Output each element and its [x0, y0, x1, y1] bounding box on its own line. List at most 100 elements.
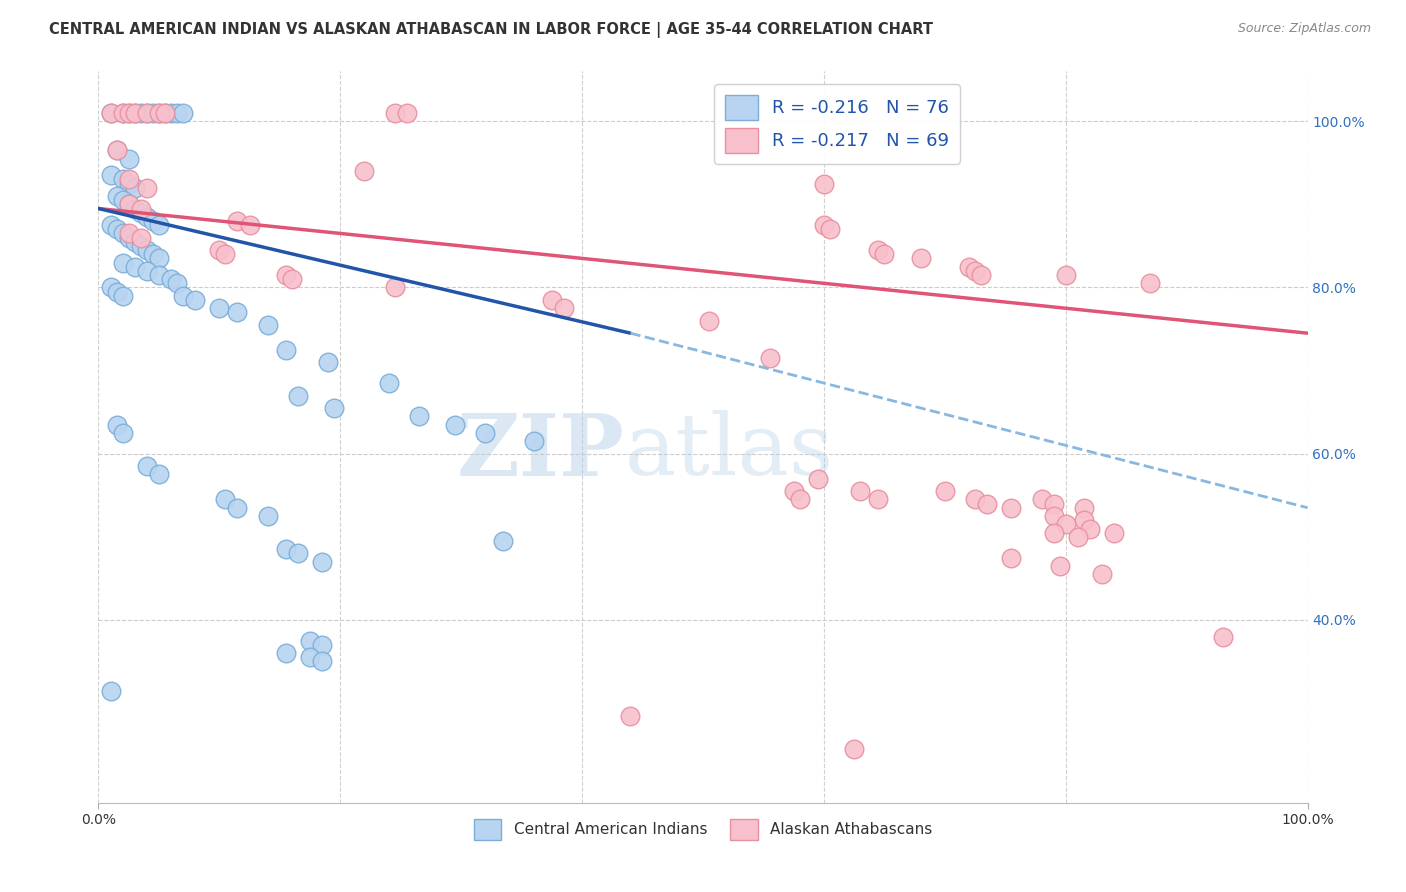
Point — [1054, 517, 1077, 532]
Point — [239, 218, 262, 232]
Point — [353, 164, 375, 178]
Point — [129, 202, 152, 216]
Text: ZIP: ZIP — [457, 409, 624, 493]
Text: Source: ZipAtlas.com: Source: ZipAtlas.com — [1237, 22, 1371, 36]
Point — [384, 106, 406, 120]
Point — [1073, 513, 1095, 527]
Point — [111, 193, 134, 207]
Point — [111, 172, 134, 186]
Point — [553, 301, 575, 316]
Point — [256, 509, 278, 524]
Point — [124, 260, 146, 274]
Point — [758, 351, 780, 365]
Point — [287, 388, 309, 402]
Point — [226, 500, 249, 515]
Point — [118, 152, 141, 166]
Point — [492, 533, 515, 548]
Point — [148, 252, 170, 266]
Point — [100, 280, 122, 294]
Point — [323, 401, 346, 415]
Point — [1078, 521, 1101, 535]
Point — [1042, 497, 1064, 511]
Point — [148, 268, 170, 282]
Point — [166, 277, 188, 291]
Point — [1042, 509, 1064, 524]
Point — [160, 272, 183, 286]
Point — [311, 655, 333, 669]
Point — [111, 106, 134, 120]
Point — [523, 434, 546, 449]
Point — [868, 243, 890, 257]
Point — [148, 106, 170, 120]
Point — [873, 247, 896, 261]
Point — [934, 484, 956, 499]
Point — [619, 708, 641, 723]
Point — [844, 741, 866, 756]
Point — [111, 255, 134, 269]
Point — [135, 210, 157, 224]
Point — [118, 230, 141, 244]
Point — [1000, 550, 1022, 565]
Point — [957, 260, 980, 274]
Point — [124, 180, 146, 194]
Point — [384, 280, 406, 294]
Point — [910, 252, 932, 266]
Point — [148, 218, 170, 232]
Point — [111, 425, 134, 440]
Point — [818, 222, 841, 236]
Point — [124, 235, 146, 249]
Point — [540, 293, 562, 307]
Point — [970, 268, 993, 282]
Point — [100, 683, 122, 698]
Point — [965, 264, 987, 278]
Point — [697, 314, 720, 328]
Point — [281, 272, 304, 286]
Point — [142, 214, 165, 228]
Point — [813, 218, 835, 232]
Point — [135, 106, 157, 120]
Point — [311, 555, 333, 569]
Point — [135, 180, 157, 194]
Point — [105, 144, 128, 158]
Text: CENTRAL AMERICAN INDIAN VS ALASKAN ATHABASCAN IN LABOR FORCE | AGE 35-44 CORRELA: CENTRAL AMERICAN INDIAN VS ALASKAN ATHAB… — [49, 22, 934, 38]
Point — [118, 106, 141, 120]
Point — [1073, 500, 1095, 515]
Point — [208, 243, 231, 257]
Point — [226, 305, 249, 319]
Point — [444, 417, 467, 432]
Point — [100, 168, 122, 182]
Point — [256, 318, 278, 332]
Point — [316, 355, 339, 369]
Point — [129, 106, 152, 120]
Point — [100, 218, 122, 232]
Point — [377, 376, 399, 390]
Point — [274, 646, 297, 660]
Point — [118, 172, 141, 186]
Point — [395, 106, 418, 120]
Point — [311, 638, 333, 652]
Point — [135, 243, 157, 257]
Point — [135, 459, 157, 474]
Point — [868, 492, 890, 507]
Point — [118, 177, 141, 191]
Point — [474, 425, 496, 440]
Point — [105, 285, 128, 299]
Point — [129, 239, 152, 253]
Point — [1091, 567, 1114, 582]
Point — [124, 106, 146, 120]
Point — [100, 106, 122, 120]
Point — [849, 484, 872, 499]
Point — [1067, 530, 1090, 544]
Point — [105, 189, 128, 203]
Point — [111, 227, 134, 241]
Point — [782, 484, 804, 499]
Point — [287, 546, 309, 560]
Point — [111, 106, 134, 120]
Point — [299, 650, 322, 665]
Point — [1049, 558, 1071, 573]
Point — [1054, 268, 1077, 282]
Point — [214, 247, 236, 261]
Point — [274, 542, 297, 557]
Point — [1042, 525, 1064, 540]
Point — [129, 230, 152, 244]
